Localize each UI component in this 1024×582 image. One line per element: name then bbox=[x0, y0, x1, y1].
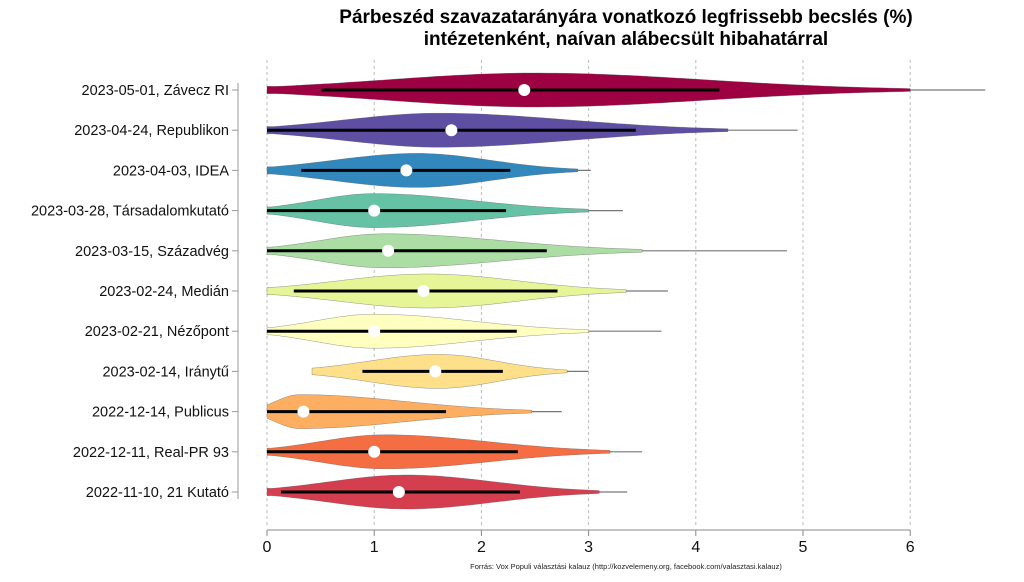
violin-row bbox=[266, 153, 591, 188]
chart-title: Párbeszéd szavazatarányára vonatkozó leg… bbox=[339, 7, 912, 28]
source-note: Forrás: Vox Populi választási kalauz (ht… bbox=[470, 562, 782, 571]
y-tick-label: 2023-04-03, IDEA bbox=[113, 163, 229, 179]
point-estimate bbox=[445, 124, 458, 137]
point-estimate bbox=[429, 365, 442, 378]
y-tick-label: 2022-12-14, Publicus bbox=[92, 405, 229, 421]
violin-row bbox=[311, 354, 589, 389]
violins bbox=[266, 72, 986, 510]
violin-row bbox=[266, 273, 668, 309]
y-tick-label: 2023-03-15, Századvég bbox=[75, 244, 229, 260]
chart-subtitle: intézetenként, naívan alábecsült hibahat… bbox=[424, 29, 828, 50]
x-tick-label: 1 bbox=[370, 539, 379, 556]
x-tick-label: 0 bbox=[263, 539, 272, 556]
point-estimate bbox=[382, 244, 395, 257]
point-estimate bbox=[392, 486, 405, 498]
violin-row bbox=[266, 313, 662, 349]
x-tick-label: 3 bbox=[584, 539, 593, 556]
y-axis: 2023-05-01, Závecz RI 2023-04-24, Republi… bbox=[31, 83, 239, 501]
x-tick-label: 5 bbox=[799, 539, 808, 556]
violin-row bbox=[266, 233, 787, 269]
point-estimate bbox=[400, 164, 413, 177]
point-estimate bbox=[297, 405, 310, 418]
y-tick-label: 2023-05-01, Závecz RI bbox=[82, 83, 230, 99]
violin-row bbox=[266, 474, 628, 510]
violin-row bbox=[266, 193, 623, 228]
y-tick-label: 2022-12-11, Real-PR 93 bbox=[73, 445, 229, 461]
x-axis: 0 1 2 3 4 5 6 bbox=[263, 529, 915, 556]
violin-row bbox=[266, 434, 643, 470]
y-tick-label: 2023-04-24, Republikon bbox=[74, 123, 229, 139]
y-tick-label: 2023-03-28, Társadalomkutató bbox=[31, 204, 229, 220]
x-tick-label: 2 bbox=[477, 539, 486, 556]
y-tick-label: 2022-11-10, 21 Kutató bbox=[86, 485, 229, 501]
point-estimate bbox=[368, 204, 381, 217]
point-estimate bbox=[368, 445, 381, 458]
violin-row bbox=[266, 72, 986, 108]
y-tick-label: 2023-02-21, Nézőpont bbox=[85, 324, 229, 340]
violin-row bbox=[266, 394, 562, 429]
x-tick-label: 4 bbox=[691, 539, 700, 556]
point-estimate bbox=[417, 285, 430, 297]
point-estimate bbox=[368, 325, 381, 338]
violin-row bbox=[266, 112, 798, 148]
y-tick-label: 2023-02-14, Iránytű bbox=[102, 364, 229, 380]
y-tick-label: 2023-02-24, Medián bbox=[99, 284, 229, 300]
point-estimate bbox=[518, 84, 531, 96]
x-tick-label: 6 bbox=[906, 539, 915, 556]
